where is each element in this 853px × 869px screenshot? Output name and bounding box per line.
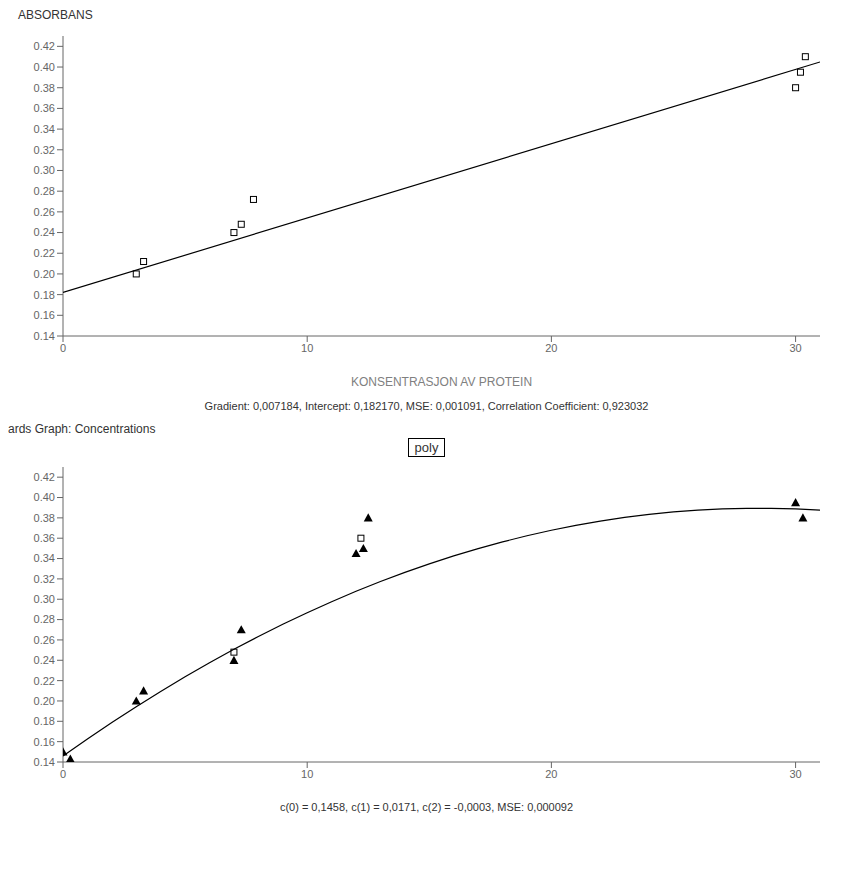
svg-text:0.36: 0.36 xyxy=(34,102,55,114)
svg-text:0.16: 0.16 xyxy=(34,309,55,321)
svg-text:0.22: 0.22 xyxy=(34,247,55,259)
svg-text:0: 0 xyxy=(60,768,66,780)
svg-text:0.38: 0.38 xyxy=(34,82,55,94)
svg-text:0.28: 0.28 xyxy=(34,185,55,197)
svg-text:0.32: 0.32 xyxy=(34,144,55,156)
svg-text:0.16: 0.16 xyxy=(34,736,55,748)
html-text:c(0) = 0,1458, c(1) = 0,0171,: c(0) = 0,1458, c(1) = 0,0171, c(2) = -0,… xyxy=(279,801,574,813)
svg-text:0.14: 0.14 xyxy=(34,756,55,768)
svg-text:0.34: 0.34 xyxy=(34,552,55,564)
svg-text:0.24: 0.24 xyxy=(34,654,55,666)
svg-text:0.26: 0.26 xyxy=(34,634,55,646)
html-text:Gradient: 0,007184, Intercept:: Gradient: 0,007184, Intercept: 0,182170,… xyxy=(204,400,649,412)
svg-text:0.36: 0.36 xyxy=(34,532,55,544)
html-text:ABSORBANS: ABSORBANS xyxy=(18,8,93,22)
svg-text:20: 20 xyxy=(545,768,557,780)
svg-text:0.14: 0.14 xyxy=(34,330,55,342)
html-text:poly: poly xyxy=(414,440,439,455)
svg-text:0: 0 xyxy=(60,342,66,354)
svg-text:0.20: 0.20 xyxy=(34,695,55,707)
svg-text:0.24: 0.24 xyxy=(34,226,55,238)
svg-text:0.34: 0.34 xyxy=(34,123,55,135)
svg-text:0.42: 0.42 xyxy=(34,471,55,483)
svg-text:0.20: 0.20 xyxy=(34,268,55,280)
svg-text:0.18: 0.18 xyxy=(34,715,55,727)
svg-text:0.30: 0.30 xyxy=(34,164,55,176)
svg-text:30: 30 xyxy=(789,768,801,780)
svg-text:0.32: 0.32 xyxy=(34,573,55,585)
svg-text:0.38: 0.38 xyxy=(34,512,55,524)
svg-text:0.40: 0.40 xyxy=(34,61,55,73)
html-text:ards Graph: Concentrations: ards Graph: Concentrations xyxy=(8,422,156,436)
svg-text:0.42: 0.42 xyxy=(34,40,55,52)
svg-text:0.22: 0.22 xyxy=(34,675,55,687)
svg-text:30: 30 xyxy=(789,342,801,354)
svg-text:KONSENTRASJON AV PROTEIN: KONSENTRASJON AV PROTEIN xyxy=(351,375,532,389)
svg-text:0.18: 0.18 xyxy=(34,289,55,301)
svg-text:10: 10 xyxy=(301,768,313,780)
svg-text:0.28: 0.28 xyxy=(34,613,55,625)
svg-text:0.30: 0.30 xyxy=(34,593,55,605)
svg-text:0.40: 0.40 xyxy=(34,491,55,503)
svg-text:0.26: 0.26 xyxy=(34,206,55,218)
svg-text:10: 10 xyxy=(301,342,313,354)
svg-text:20: 20 xyxy=(545,342,557,354)
